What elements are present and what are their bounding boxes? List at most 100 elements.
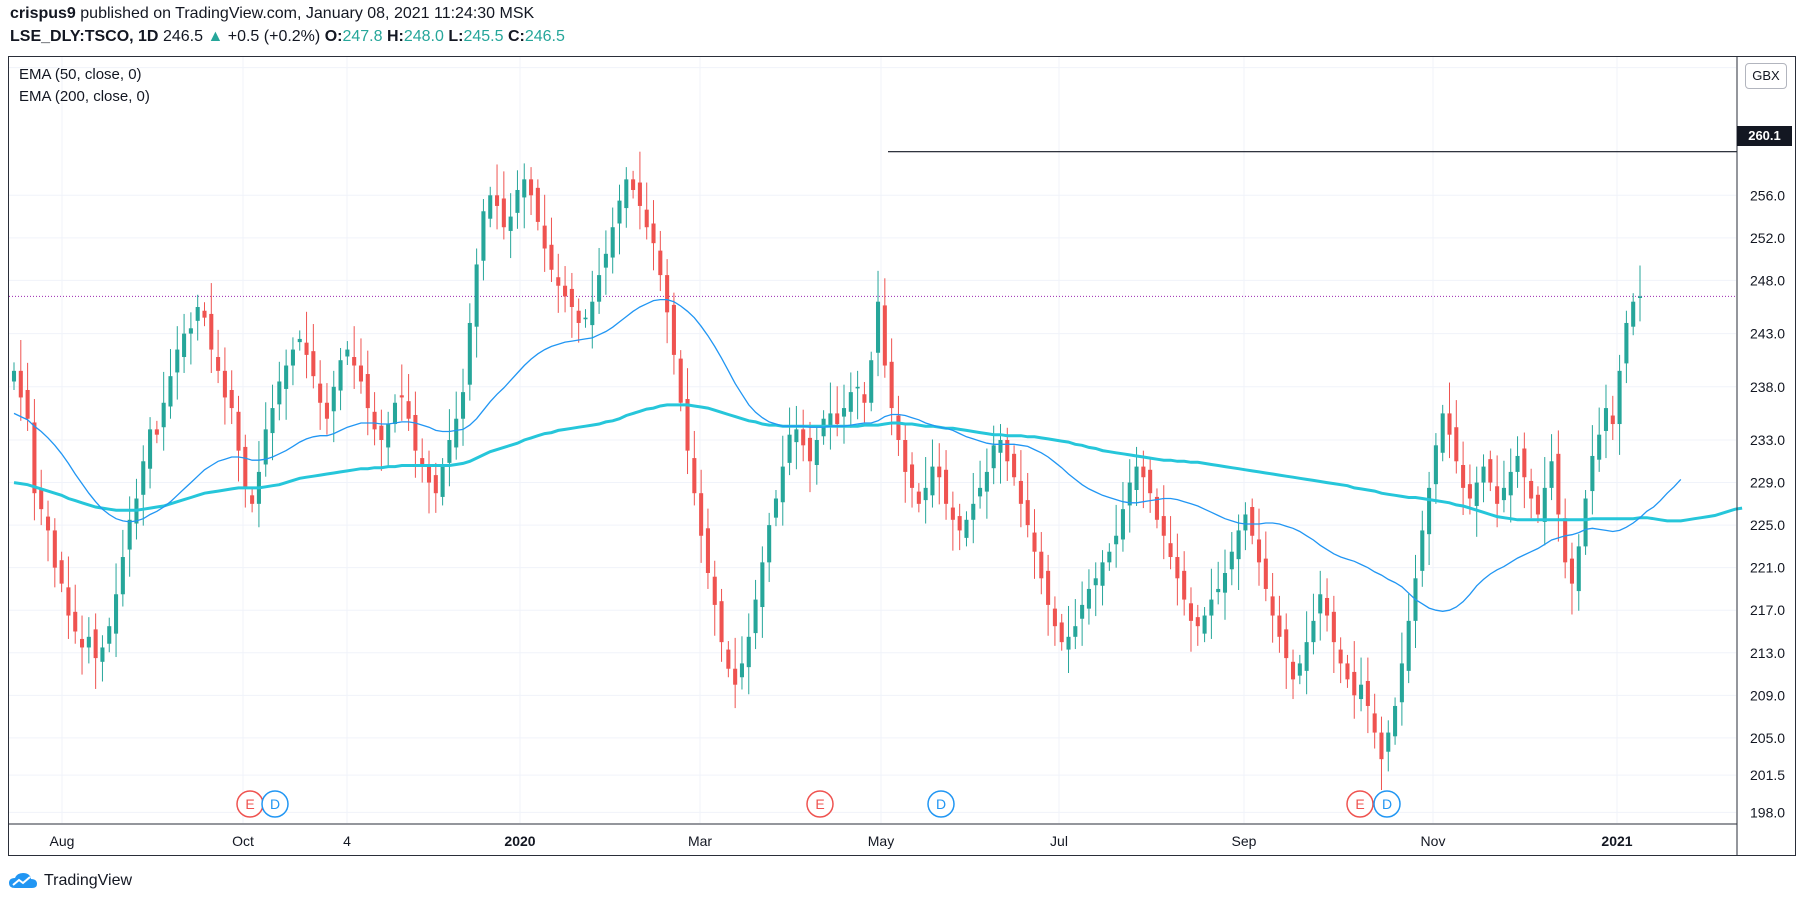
candle-body (1161, 516, 1166, 536)
candle-body (583, 317, 588, 320)
candle-body (1093, 578, 1098, 586)
candle-body (950, 507, 955, 520)
candle-body (1188, 603, 1194, 621)
candle-body (1032, 532, 1037, 552)
candle-body (1576, 546, 1581, 592)
candle-body (522, 179, 527, 198)
candle-body (141, 461, 146, 495)
candle-body (957, 516, 962, 531)
price-tick-label: 256.0 (1750, 187, 1785, 203)
price-change: +0.5 (+0.2%) (227, 28, 321, 45)
low-label: L: (448, 28, 464, 45)
candle-body (794, 429, 799, 443)
time-tick-label: May (868, 833, 894, 849)
candle-body (1046, 570, 1051, 605)
candle-body (222, 370, 227, 398)
price-tick-label: 205.0 (1750, 730, 1785, 746)
time-tick-label: Jul (1050, 833, 1068, 849)
candle-body (726, 649, 731, 669)
candle-body (209, 313, 214, 350)
close-label: C: (507, 28, 525, 45)
candle-body (1195, 617, 1200, 627)
candle-body (1005, 440, 1010, 462)
candle-body (250, 495, 255, 504)
time-tick-label: Oct (232, 833, 254, 849)
candle-body (93, 629, 98, 659)
candle-body (801, 429, 806, 446)
candle-body (535, 187, 540, 222)
candle-body (1080, 604, 1085, 619)
candle-body (1209, 599, 1214, 616)
candle-body (807, 437, 813, 462)
candle-body (1495, 486, 1500, 504)
candles (11, 151, 1643, 791)
candle-body (107, 626, 112, 644)
candle-body (1481, 466, 1486, 483)
high-value: 248.0 (403, 28, 444, 45)
candle-body (787, 434, 792, 463)
candle-body (712, 576, 717, 605)
candle-body (1250, 507, 1255, 536)
candle-body (358, 365, 364, 382)
candle-body (318, 383, 323, 403)
candle-body (576, 310, 581, 323)
chart-frame[interactable] (8, 56, 1796, 856)
candle-body (896, 415, 901, 440)
legend-ema50[interactable]: EMA (50, close, 0) (19, 66, 142, 83)
candle-body (420, 458, 425, 467)
price-tick-label: 213.0 (1750, 645, 1785, 661)
candle-body (311, 351, 316, 377)
time-tick-label: 2021 (1601, 833, 1632, 849)
candle-body (1127, 482, 1132, 506)
candle-body (862, 394, 867, 403)
last-price: 246.5 (162, 28, 203, 45)
candle-body (685, 399, 690, 451)
candle-body (161, 402, 166, 428)
candle-body (916, 491, 921, 504)
candle-body (1168, 543, 1173, 558)
price-tick-label: 252.0 (1750, 230, 1785, 246)
time-tick-label: Sep (1232, 833, 1257, 849)
candle-body (52, 530, 57, 568)
candle-body (195, 307, 200, 321)
candle-body (610, 227, 615, 258)
candle-body (481, 211, 486, 261)
candle-body (73, 611, 78, 632)
candle-body (447, 440, 452, 463)
candle-body (773, 498, 779, 518)
candle-body (1583, 498, 1588, 547)
candle-body (114, 594, 119, 634)
grid (9, 57, 1736, 823)
candle-body (1590, 455, 1595, 492)
candle-body (1256, 539, 1262, 563)
candle-body (324, 402, 329, 419)
price-tick-label: 243.0 (1750, 326, 1785, 342)
tradingview-logo[interactable]: TradingView (8, 872, 132, 890)
earnings-marker (806, 790, 834, 818)
candle-body (692, 458, 697, 494)
candle-body (1175, 557, 1180, 579)
up-arrow-icon: ▲ (207, 28, 224, 45)
candle-body (39, 489, 44, 510)
candle-body (549, 244, 554, 270)
candle-body (86, 636, 91, 648)
low-value: 245.5 (463, 28, 504, 45)
event-marker-label: D (1382, 796, 1392, 812)
candle-body (1454, 427, 1459, 462)
candle-body (100, 647, 105, 662)
currency-badge[interactable]: GBX (1745, 63, 1787, 89)
candle-body (624, 179, 629, 209)
candle-body (1284, 629, 1289, 659)
candle-body (1542, 487, 1547, 522)
candle-body (1386, 732, 1391, 752)
author-name[interactable]: crispus9 (10, 5, 76, 22)
dividend-marker (1373, 790, 1401, 818)
candle-body (1399, 663, 1404, 703)
candle-body (202, 310, 207, 318)
candle-body (814, 440, 819, 466)
legend-ema200[interactable]: EMA (200, close, 0) (19, 88, 150, 105)
price-tick-label: 221.0 (1750, 560, 1785, 576)
candle-body (1338, 649, 1343, 664)
time-axis: Aug Oct 4 2020 Mar May Jul Sep Nov 2021 (50, 833, 1633, 849)
